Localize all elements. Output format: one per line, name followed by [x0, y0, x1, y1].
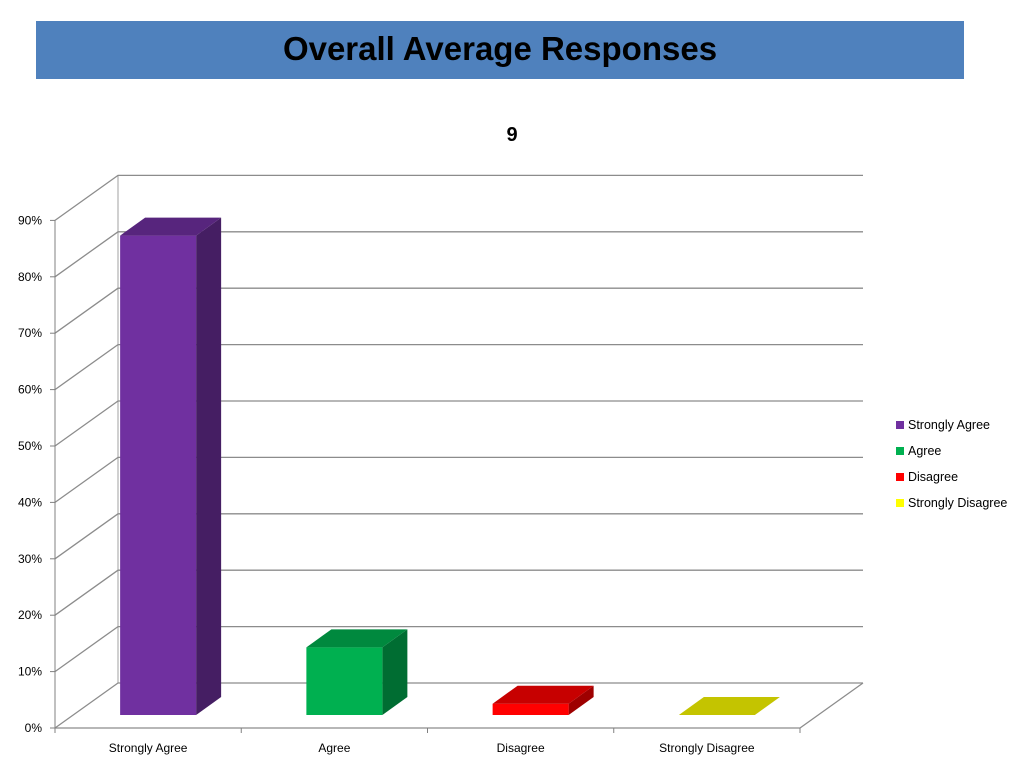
- legend-item: Strongly Agree: [896, 412, 1007, 438]
- gridline: [54, 513, 863, 560]
- gridline: [54, 625, 863, 673]
- page-title: Overall Average Responses: [282, 30, 718, 67]
- legend-swatch: [896, 421, 904, 429]
- bar-strongly-agree-side: [196, 217, 222, 715]
- legend-label: Strongly Agree: [908, 418, 990, 432]
- legend-swatch: [896, 447, 904, 455]
- gridline: [54, 456, 863, 503]
- legend-label: Strongly Disagree: [908, 496, 1008, 510]
- bar-strongly-agree-top: [120, 217, 222, 236]
- x-tick-label: Disagree: [497, 741, 545, 755]
- y-tick-label: 0%: [25, 721, 43, 735]
- legend-swatch: [896, 499, 904, 507]
- y-tick-label: 80%: [18, 270, 42, 284]
- bar-agree: [306, 629, 408, 715]
- x-tick-label: Strongly Disagree: [659, 741, 755, 755]
- y-tick-label: 30%: [18, 552, 42, 566]
- gridline: [54, 231, 863, 278]
- legend-item: Agree: [896, 438, 1007, 464]
- title-banner: Overall Average Responses: [36, 21, 964, 79]
- legend-swatch: [896, 473, 904, 481]
- bar-strongly-agree-front: [120, 235, 197, 715]
- bar-disagree: [492, 685, 594, 715]
- legend-label: Disagree: [908, 470, 959, 484]
- bar-disagree-front: [492, 703, 569, 715]
- gridline: [54, 569, 863, 616]
- y-tick-label: 10%: [18, 665, 42, 679]
- gridline: [54, 400, 863, 447]
- y-tick-label: 60%: [18, 383, 42, 397]
- gridline: [54, 287, 863, 334]
- bar-agree-top: [306, 629, 408, 648]
- gridline: [54, 682, 863, 729]
- gridline: [54, 343, 863, 391]
- legend-item: Disagree: [896, 464, 1007, 490]
- bar-disagree-top: [492, 685, 594, 704]
- y-tick-label: 40%: [18, 495, 42, 509]
- chart-legend: Strongly Agree Agree Disagree Strongly Disa…: [896, 412, 1007, 516]
- y-tick-label: 20%: [18, 608, 42, 622]
- y-tick-label: 90%: [18, 213, 42, 227]
- legend-label: Agree: [908, 444, 942, 458]
- bar-strongly-disagree-top: [678, 697, 780, 715]
- bar-disagree-side: [568, 685, 594, 715]
- bar-agree-side: [382, 629, 408, 715]
- chart-title: 9: [506, 124, 518, 146]
- x-tick-label: Agree: [318, 741, 350, 755]
- y-tick-label: 50%: [18, 439, 42, 453]
- bar-strongly-disagree: [678, 697, 780, 715]
- bar-strongly-agree: [120, 217, 222, 715]
- x-tick-label: Strongly Agree: [109, 741, 188, 755]
- y-tick-label: 70%: [18, 326, 42, 340]
- legend-item: Strongly Disagree: [896, 490, 1007, 516]
- bar-agree-front: [306, 647, 383, 715]
- gridline: [54, 174, 863, 221]
